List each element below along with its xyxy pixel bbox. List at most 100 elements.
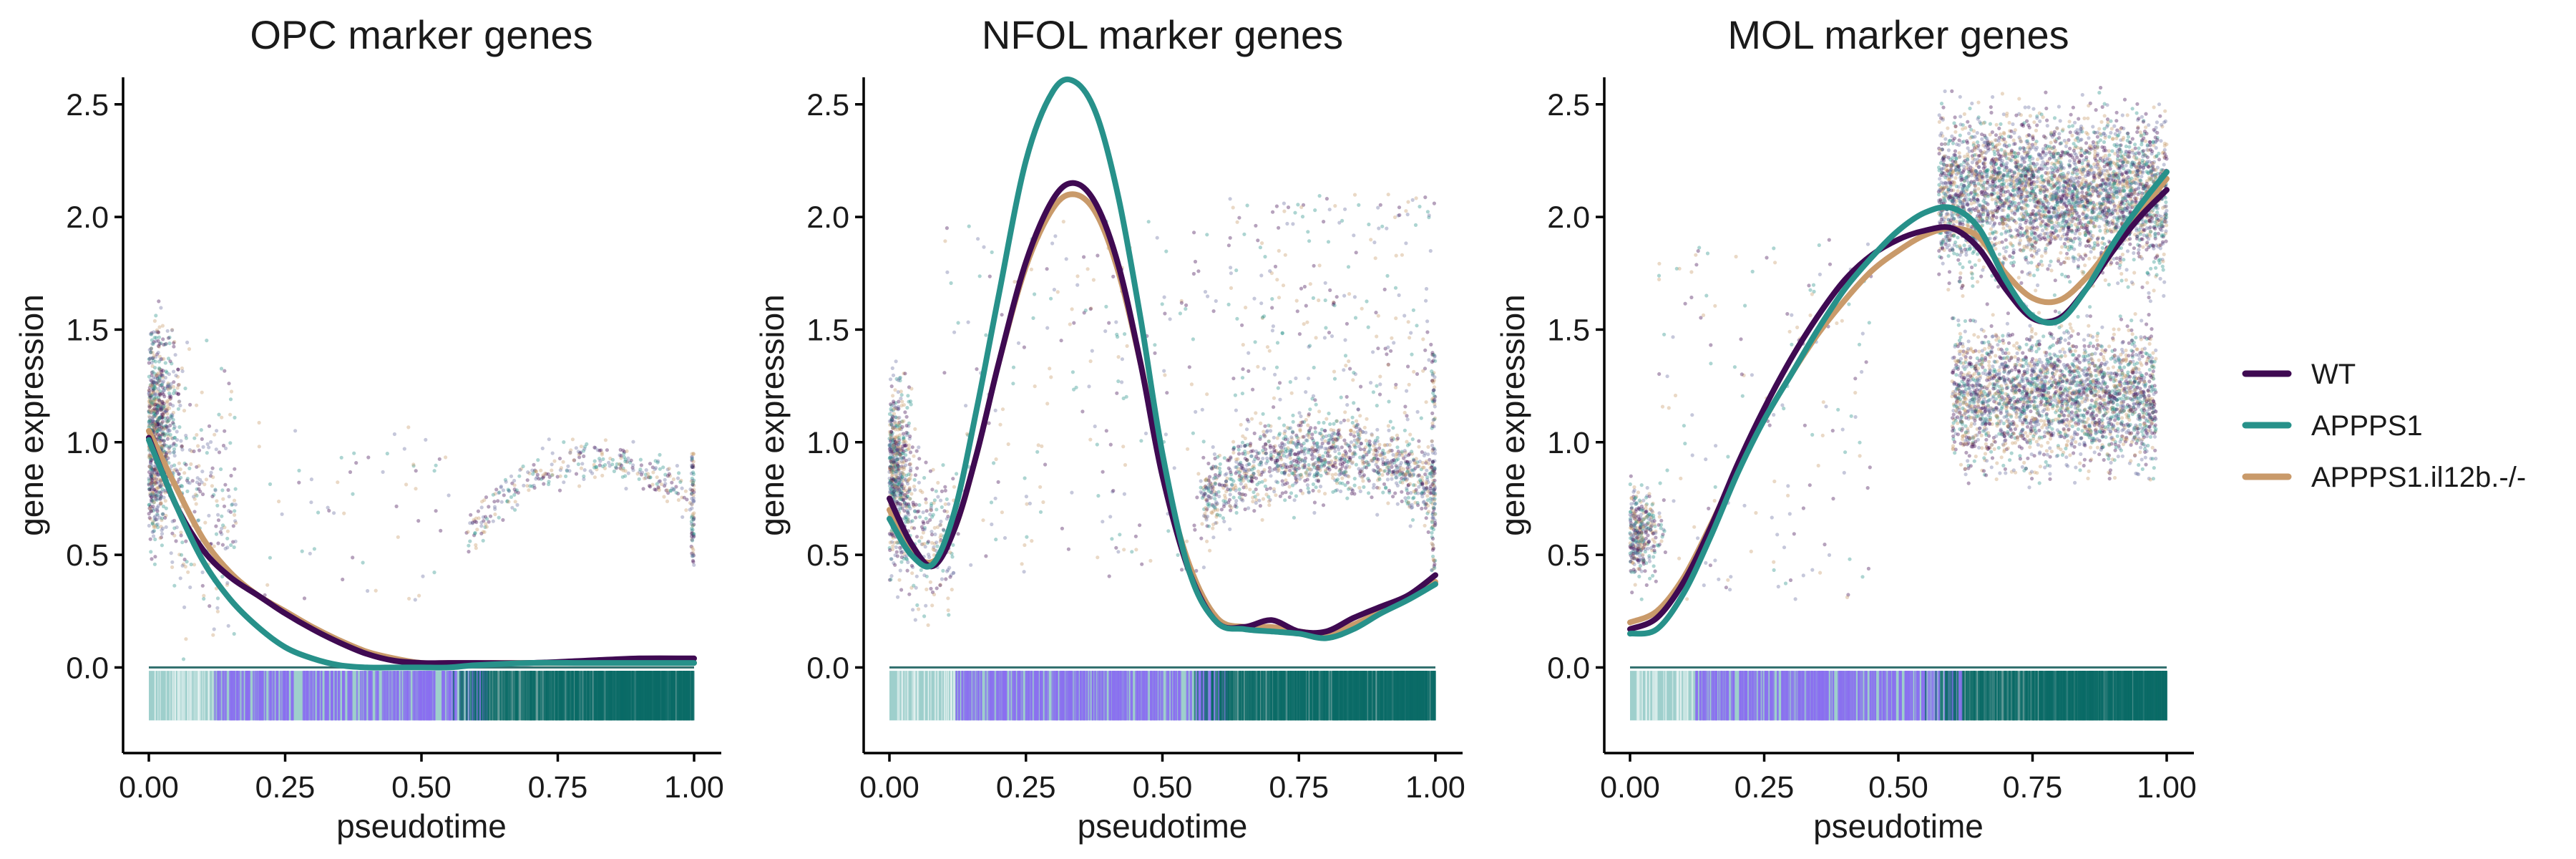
scatter-point <box>227 382 231 386</box>
scatter-point <box>1277 432 1282 436</box>
scatter-point <box>1271 210 1275 214</box>
scatter-point <box>1420 495 1425 499</box>
scatter-point <box>1148 558 1153 563</box>
scatter-point <box>531 472 535 476</box>
scatter-point <box>904 414 909 419</box>
scatter-point <box>164 424 168 428</box>
scatter-point <box>1246 369 1251 374</box>
scatter-point <box>691 499 696 503</box>
scatter-point <box>1345 496 1350 500</box>
scatter-point <box>232 545 236 550</box>
scatter-point <box>154 402 158 407</box>
scatter-point <box>1330 334 1335 339</box>
scatter-point <box>956 321 960 325</box>
scatter-point <box>1414 196 1418 200</box>
scatter-point <box>1237 215 1241 220</box>
scatter-point <box>1075 274 1080 278</box>
scatter-point <box>899 389 903 394</box>
scatter-point <box>989 500 994 505</box>
scatter-point <box>1353 445 1357 450</box>
scatter-point <box>1254 411 1258 415</box>
scatter-point <box>1415 372 1420 377</box>
scatter-point <box>1215 501 1219 506</box>
scatter-point <box>941 463 945 467</box>
scatter-point <box>1234 488 1238 492</box>
scatter-point <box>1297 457 1302 462</box>
scatter-point <box>1375 404 1379 408</box>
scatter-point <box>157 344 161 349</box>
scatter-point <box>220 514 224 518</box>
scatter-point <box>605 448 610 452</box>
scatter-point <box>1416 491 1420 495</box>
scatter-point <box>934 489 938 493</box>
scatter-point <box>477 516 481 520</box>
scatter-point <box>607 460 611 465</box>
scatter-point <box>1361 462 1365 466</box>
scatter-point <box>1332 369 1337 374</box>
scatter-point <box>147 409 151 414</box>
scatter-point <box>166 419 171 423</box>
scatter-point <box>889 574 894 578</box>
scatter-point <box>909 402 913 407</box>
scatter-point <box>917 445 921 450</box>
scatter-point <box>332 511 336 515</box>
scatter-point <box>507 489 512 493</box>
scatter-point <box>1291 471 1295 476</box>
scatter-point <box>162 450 167 455</box>
scatter-point <box>1340 445 1344 450</box>
scatter-point <box>432 469 436 473</box>
scatter-point <box>148 462 152 466</box>
scatter-point <box>1241 498 1245 503</box>
scatter-point <box>233 467 237 471</box>
scatter-point <box>167 429 171 433</box>
scatter-point <box>188 402 192 407</box>
scatter-point <box>1200 407 1204 412</box>
x-tick-label: 0.50 <box>391 770 452 805</box>
scatter-point <box>167 341 172 346</box>
scatter-point <box>1420 482 1425 486</box>
scatter-point <box>1101 470 1105 474</box>
scatter-point <box>348 470 353 475</box>
scatter-point <box>1201 455 1206 460</box>
scatter-point <box>158 422 162 426</box>
scatter-point <box>147 470 152 475</box>
scatter-point <box>1281 283 1286 288</box>
scatter-point <box>1321 503 1326 508</box>
scatter-point <box>1377 392 1382 397</box>
scatter-point <box>475 528 479 532</box>
scatter-point <box>205 442 210 447</box>
scatter-point <box>691 488 695 492</box>
scatter-point <box>914 574 919 578</box>
scatter-point <box>225 581 230 586</box>
scatter-point <box>626 471 630 475</box>
scatter-point <box>156 525 160 530</box>
scatter-point <box>1213 475 1217 480</box>
scatter-point <box>185 340 190 344</box>
scatter-point <box>1335 479 1339 483</box>
scatter-point <box>1388 460 1393 464</box>
scatter-point <box>178 403 182 408</box>
scatter-point <box>678 480 683 485</box>
scatter-point <box>158 440 162 444</box>
scatter-point <box>1165 391 1169 395</box>
scatter-point <box>215 609 220 613</box>
scatter-point <box>1327 454 1332 459</box>
scatter-point <box>170 361 174 366</box>
scatter-point <box>167 395 172 399</box>
scatter-point <box>165 419 170 424</box>
scatter-point <box>164 525 168 529</box>
scatter-point <box>1254 223 1258 228</box>
scatter-point <box>1343 338 1347 342</box>
scatter-point <box>1239 478 1243 482</box>
scatter-point <box>150 476 155 480</box>
scatter-point <box>226 623 230 628</box>
scatter-point <box>207 513 211 518</box>
scatter-point <box>1339 435 1343 440</box>
scatter-point <box>1231 447 1236 452</box>
scatter-point <box>157 515 162 520</box>
scatter-point <box>912 454 916 458</box>
scatter-point <box>1425 319 1430 324</box>
scatter-point <box>147 523 151 528</box>
scatter-point <box>1395 433 1400 437</box>
scatter-point <box>671 477 676 482</box>
